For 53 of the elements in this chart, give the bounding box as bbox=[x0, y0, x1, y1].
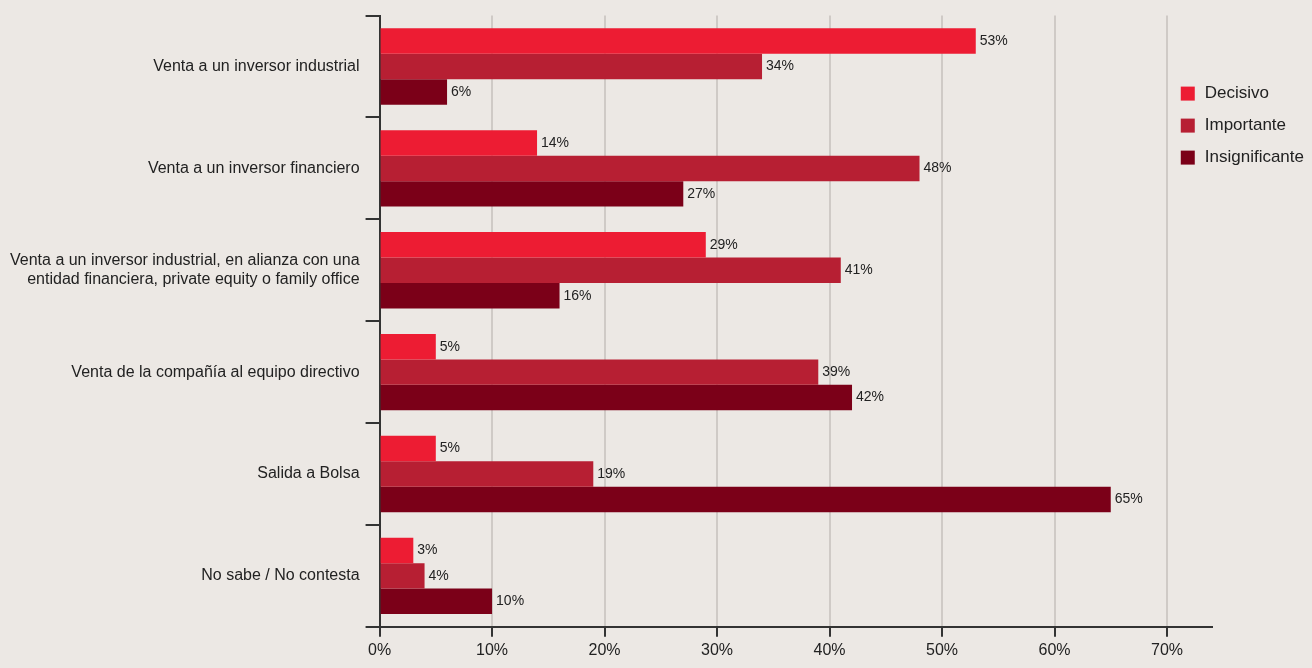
y-tick-label: Venta a un inversor financiero bbox=[147, 158, 360, 176]
data-label: 10% bbox=[496, 592, 525, 609]
bar bbox=[380, 28, 976, 54]
bar bbox=[380, 384, 853, 411]
data-label: 4% bbox=[428, 566, 449, 583]
data-label: 48% bbox=[923, 159, 952, 176]
bar bbox=[380, 359, 819, 385]
data-label: 3% bbox=[417, 541, 438, 558]
x-tick-label: 30% bbox=[701, 640, 734, 658]
bar bbox=[380, 232, 706, 258]
data-label: 19% bbox=[597, 464, 626, 481]
data-label: 65% bbox=[1114, 490, 1143, 507]
y-tick-label: Salida a Bolsa bbox=[257, 464, 360, 482]
data-label: 34% bbox=[766, 57, 795, 74]
data-label: 6% bbox=[451, 82, 472, 99]
bar bbox=[380, 486, 1111, 513]
x-tick-label: 70% bbox=[1150, 640, 1184, 658]
data-label: 41% bbox=[844, 261, 873, 278]
bar bbox=[380, 79, 448, 105]
bar bbox=[380, 333, 436, 360]
bar bbox=[380, 53, 763, 80]
y-tick-label: Venta de la compañía al equipo directivo bbox=[71, 362, 360, 380]
bar bbox=[380, 563, 425, 589]
data-label: 42% bbox=[856, 388, 885, 405]
x-tick-label: 20% bbox=[588, 640, 621, 658]
y-tick-label: No sabe / No contesta bbox=[201, 566, 360, 584]
data-label: 14% bbox=[541, 133, 570, 150]
bar bbox=[380, 155, 920, 182]
bar bbox=[380, 130, 538, 156]
bar bbox=[380, 588, 493, 615]
legend-label: Importante bbox=[1204, 115, 1287, 135]
data-label: 39% bbox=[822, 362, 851, 379]
bar bbox=[380, 181, 684, 207]
legend-label: Decisivo bbox=[1204, 83, 1270, 103]
x-tick-label: 60% bbox=[1038, 640, 1071, 658]
bar bbox=[380, 537, 414, 564]
legend-label: Insignificante bbox=[1204, 147, 1305, 167]
y-tick-label: Venta a un inversor industrial bbox=[153, 56, 360, 74]
data-label: 29% bbox=[709, 235, 738, 252]
x-tick-label: 0% bbox=[368, 640, 392, 658]
bar bbox=[380, 283, 560, 309]
data-label: 27% bbox=[687, 184, 716, 201]
x-tick-label: 10% bbox=[476, 640, 509, 658]
x-tick-label: 50% bbox=[926, 640, 959, 658]
x-tick-label: 40% bbox=[813, 640, 846, 658]
data-label: 53% bbox=[979, 31, 1008, 48]
data-label: 16% bbox=[563, 286, 592, 303]
bar bbox=[380, 257, 841, 283]
bar bbox=[380, 435, 436, 462]
y-tick-label: Venta a un inversor industrial, en alianza con una entidad financiera, private equity o family office bbox=[10, 251, 360, 288]
data-label: 5% bbox=[439, 337, 461, 354]
bar bbox=[380, 461, 594, 487]
data-label: 5% bbox=[439, 439, 461, 456]
